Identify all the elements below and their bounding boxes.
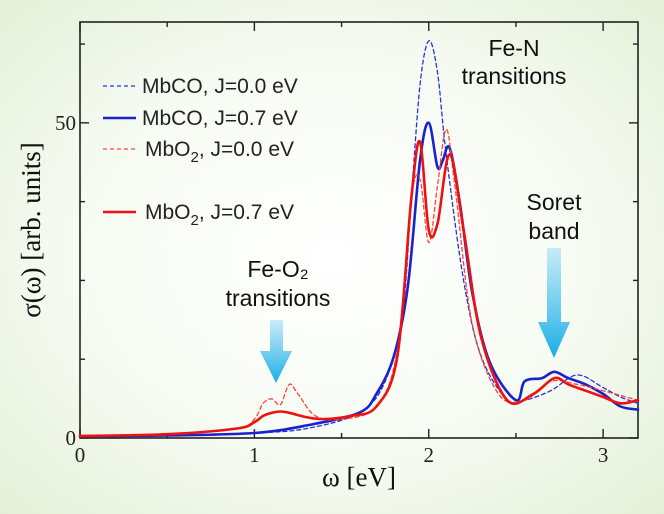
- legend-label-mbco-j0: MbCO, J=0.0 eV: [142, 75, 298, 98]
- plot-frame: [79, 21, 639, 439]
- legend-label-mbo2-j0: MbO2, J=0.0 eV: [145, 138, 294, 166]
- x-axis-title: ω [eV]: [322, 462, 396, 492]
- annotation-soret-line1: Soret: [527, 189, 583, 215]
- annotation-fe-n-line1: Fe-N: [488, 35, 539, 61]
- series-line-mbco-j0: [79, 40, 639, 437]
- x-tick-label: 1: [249, 443, 260, 467]
- fe-o2-arrow-icon: [260, 320, 292, 383]
- x-tick-label: 3: [598, 443, 609, 467]
- legend: MbCO, J=0.0 eV MbCO, J=0.7 eV MbO2, J=0.…: [103, 75, 298, 229]
- annotation-fe-o2-line1: Fe-O₂: [247, 256, 308, 282]
- soret-arrow-icon: [538, 248, 570, 358]
- annotation-fe-o2-line2: transitions: [226, 285, 331, 311]
- y-tick-label: 0: [66, 426, 77, 450]
- y-tick-label: 50: [55, 111, 76, 135]
- annotation-fe-n-line2: transitions: [462, 63, 567, 89]
- x-tick-label: 0: [75, 443, 86, 467]
- legend-label-mbco-j07: MbCO, J=0.7 eV: [142, 107, 298, 130]
- series-line-mbo2-j07: [78, 139, 640, 438]
- x-tick-label: 2: [424, 443, 435, 467]
- y-axis-title: σ(ω) [arb. units]: [16, 142, 46, 318]
- legend-label-mbo2-j07: MbO2, J=0.7 eV: [145, 201, 294, 229]
- series-group: [78, 40, 640, 438]
- annotation-soret-line2: band: [528, 218, 579, 244]
- axis-ticks: 0 1 2 3 0 50: [55, 22, 638, 467]
